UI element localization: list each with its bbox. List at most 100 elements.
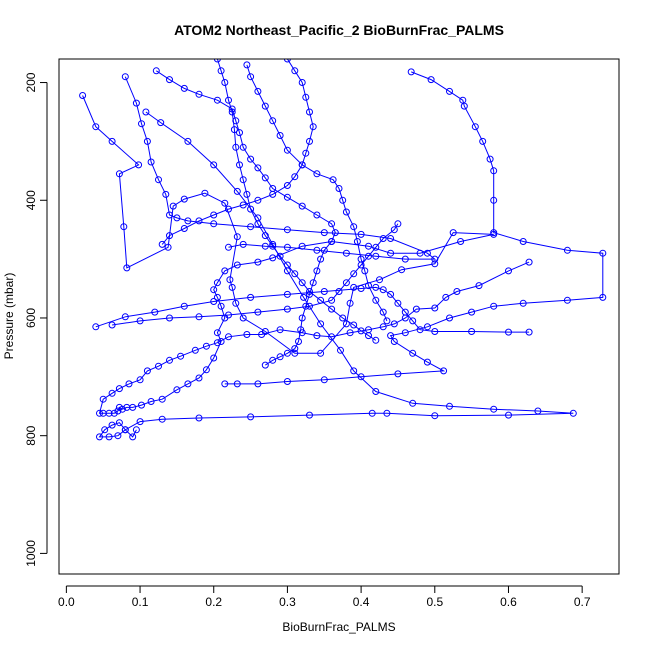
data-point [195,374,203,382]
data-point [357,373,365,381]
data-point [143,367,151,375]
data-point [505,411,512,419]
data-point [291,173,299,181]
data-point [407,68,415,76]
data-point [138,120,145,128]
data-point [283,378,291,385]
data-point [394,299,402,307]
series-line [112,223,399,326]
data-point [166,211,173,219]
data-point [401,329,409,337]
data-point [233,261,241,269]
data-point [147,398,155,405]
data-point [409,317,417,325]
data-point [297,326,305,334]
data-point [350,270,358,278]
data-point [92,323,100,331]
data-point [210,161,218,169]
data-point [313,332,321,340]
data-point [525,328,533,336]
data-point [320,376,328,384]
data-point [387,332,395,340]
data-point [166,232,173,240]
y-tick-label: 600 [24,308,38,328]
data-point [353,238,361,245]
data-point [423,249,431,257]
data-point [409,349,417,357]
data-point [519,299,527,307]
data-point [346,329,354,337]
data-point [135,161,143,169]
x-axis-label: BioBurnFrac_PALMS [282,620,395,634]
data-point [372,336,380,344]
data-point [157,119,165,127]
data-point [313,246,321,254]
data-point [180,302,188,310]
data-point [479,137,487,145]
data-point [210,354,218,362]
data-point [162,190,170,198]
data-point [329,176,337,184]
x-tick-label: 0.5 [426,595,443,609]
data-point [306,411,313,419]
data-point [453,288,461,295]
data-point [276,353,284,361]
data-point [313,211,321,219]
data-point [230,126,238,134]
data-point [101,426,109,434]
data-point [269,356,277,364]
data-point [180,195,188,203]
data-point [291,345,299,353]
data-point [132,99,140,107]
data-point [365,282,372,290]
data-point [239,201,247,209]
data-point [243,61,251,69]
data-point [110,409,118,417]
x-tick-label: 0.2 [205,595,222,609]
data-point [317,349,325,357]
data-point [298,202,306,210]
data-point [283,193,291,201]
data-point [243,190,251,198]
data-point [401,308,409,316]
data-point [490,196,498,204]
data-point [383,317,391,325]
data-point [114,407,122,415]
data-point [155,362,162,370]
data-point [114,432,122,440]
data-point [225,243,232,251]
data-point [254,164,262,172]
data-point [283,290,291,298]
data-point [599,293,607,301]
data-point [96,409,103,417]
data-point [226,276,234,284]
data-point [142,108,150,116]
data-point [335,185,343,192]
data-point [210,286,218,294]
data-point [457,238,465,245]
data-point [427,76,435,84]
data-point [108,137,116,145]
data-point [383,409,391,417]
data-point [221,380,229,388]
data-point [357,230,365,238]
data-point [387,290,395,298]
data-point [490,302,498,310]
data-point [446,402,453,410]
data-point [236,129,243,137]
plot-frame [58,58,620,575]
data-point [177,352,185,360]
data-point [233,187,241,195]
data-point [283,243,291,251]
data-point [328,305,336,313]
data-point [328,238,336,245]
data-point [239,143,247,151]
data-point [123,264,131,272]
data-point [210,220,218,228]
data-point [232,299,240,307]
data-point [357,327,365,335]
data-point [328,296,336,304]
data-point [115,419,123,427]
data-point [519,238,527,245]
data-point [195,414,203,422]
